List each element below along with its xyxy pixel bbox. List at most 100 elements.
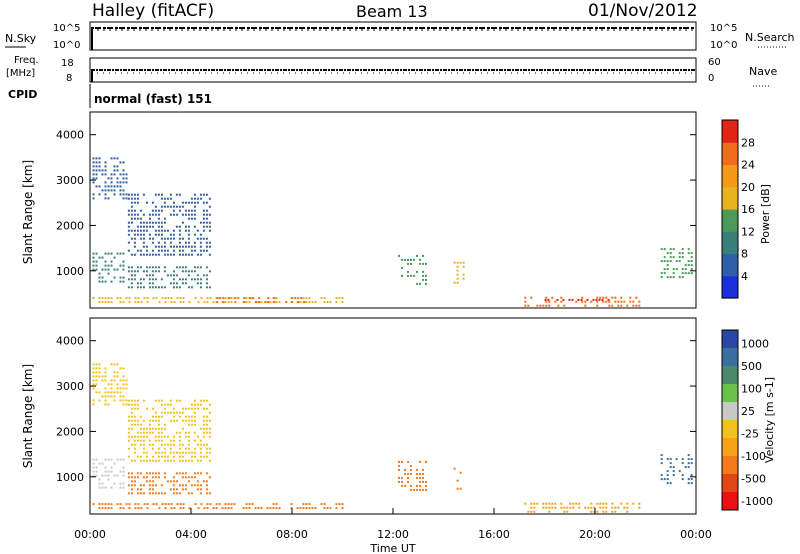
power-echo-cell bbox=[419, 258, 421, 261]
power-echo-cell bbox=[139, 266, 142, 269]
power-echo-cell bbox=[202, 249, 205, 252]
power-echo-cell bbox=[104, 301, 107, 304]
power-echo-cell bbox=[258, 297, 261, 300]
power-echo-cell bbox=[116, 268, 119, 271]
power-echo-cell bbox=[629, 300, 632, 303]
power-colorbar-swatch bbox=[722, 231, 738, 255]
velocity-echo-cell bbox=[151, 419, 154, 422]
power-echo-cell bbox=[187, 237, 190, 240]
power-echo-cell bbox=[196, 229, 199, 232]
velocity-echo-cell bbox=[104, 391, 107, 394]
velocity-echo-cell bbox=[157, 451, 160, 454]
velocity-echo-cell bbox=[199, 443, 202, 446]
power-echo-cell bbox=[678, 276, 681, 279]
power-echo-cell bbox=[142, 286, 145, 289]
velocity-echo-cell bbox=[127, 439, 130, 442]
power-echo-cell bbox=[230, 301, 233, 304]
power-echo-cell bbox=[95, 252, 98, 255]
power-echo-cell bbox=[113, 157, 116, 160]
velocity-y-tick-label: 1000 bbox=[56, 471, 84, 484]
power-echo-cell bbox=[160, 229, 163, 232]
power-echo-cell bbox=[92, 173, 95, 176]
power-echo-cell bbox=[208, 245, 211, 248]
power-echo-cell bbox=[248, 301, 251, 304]
velocity-echo-cell bbox=[172, 407, 175, 410]
velocity-echo-cell bbox=[119, 486, 122, 489]
power-echo-cell bbox=[208, 213, 211, 216]
power-echo-cell bbox=[297, 301, 300, 304]
power-echo-cell bbox=[110, 181, 113, 184]
velocity-echo-cell bbox=[119, 391, 122, 394]
velocity-echo-cell bbox=[260, 507, 263, 510]
velocity-echo-cell bbox=[278, 507, 281, 510]
velocity-echo-cell bbox=[184, 447, 187, 450]
power-echo-cell bbox=[669, 252, 672, 255]
velocity-echo-cell bbox=[178, 415, 181, 418]
velocity-echo-cell bbox=[269, 507, 272, 510]
power-echo-cell bbox=[205, 274, 208, 277]
velocity-echo-cell bbox=[166, 459, 169, 462]
velocity-echo-cell bbox=[160, 439, 163, 442]
power-echo-cell bbox=[252, 297, 255, 300]
velocity-echo-cell bbox=[166, 480, 169, 483]
power-echo-cell bbox=[190, 270, 193, 273]
power-echo-cell bbox=[160, 237, 163, 240]
velocity-echo-cell bbox=[142, 435, 145, 438]
power-echo-cell bbox=[203, 301, 206, 304]
power-echo-cell bbox=[596, 300, 599, 303]
power-echo-cell bbox=[184, 209, 187, 212]
power-echo-cell bbox=[425, 274, 427, 277]
power-echo-cell bbox=[456, 277, 459, 280]
cpid-row: CPID normal (fast) 151 bbox=[8, 84, 212, 108]
power-echo-cell bbox=[125, 197, 128, 200]
power-echo-cell bbox=[133, 245, 136, 248]
power-echo-cell bbox=[107, 297, 110, 300]
velocity-echo-cell bbox=[122, 383, 125, 386]
velocity-echo-cell bbox=[341, 507, 344, 510]
velocity-echo-cell bbox=[199, 484, 202, 487]
velocity-echo-cell bbox=[142, 427, 145, 430]
power-echo-cell bbox=[184, 270, 187, 273]
power-echo-cell bbox=[160, 193, 163, 196]
power-echo-cell bbox=[208, 270, 211, 273]
power-echo-cell bbox=[136, 197, 139, 200]
velocity-echo-cell bbox=[184, 407, 187, 410]
velocity-echo-cell bbox=[122, 395, 125, 398]
velocity-echo-cell bbox=[122, 387, 125, 390]
power-echo-cell bbox=[237, 297, 240, 300]
velocity-echo-cell bbox=[193, 451, 196, 454]
power-echo-cell bbox=[104, 280, 107, 283]
velocity-colorbar-label: Velocity [m s-1] bbox=[763, 377, 776, 463]
power-echo-cell bbox=[666, 264, 669, 267]
power-echo-cell bbox=[551, 296, 554, 299]
power-echo-cell bbox=[176, 297, 179, 300]
velocity-echo-cell bbox=[666, 478, 669, 481]
power-echo-cell bbox=[584, 300, 587, 303]
velocity-echo-cell bbox=[145, 476, 148, 479]
power-echo-cell bbox=[341, 297, 344, 300]
velocity-echo-cell bbox=[199, 427, 202, 430]
velocity-echo-cell bbox=[146, 507, 149, 510]
power-echo-cell bbox=[560, 300, 563, 303]
power-echo-cell bbox=[127, 278, 130, 281]
velocity-echo-cell bbox=[530, 506, 533, 509]
velocity-echo-cell bbox=[92, 470, 95, 473]
velocity-echo-cell bbox=[596, 502, 599, 505]
power-echo-cell bbox=[255, 301, 258, 304]
power-echo-cell bbox=[119, 161, 122, 164]
power-echo-cell bbox=[181, 245, 184, 248]
power-echo-cell bbox=[175, 266, 178, 269]
velocity-echo-cell bbox=[122, 375, 125, 378]
nave-label: Nave bbox=[749, 65, 777, 78]
power-echo-cell bbox=[323, 301, 326, 304]
power-echo-cell bbox=[184, 266, 187, 269]
power-echo-cell bbox=[197, 301, 200, 304]
velocity-echo-cell bbox=[95, 383, 98, 386]
velocity-echo-cell bbox=[178, 435, 181, 438]
power-echo-cell bbox=[205, 266, 208, 269]
velocity-echo-cell bbox=[130, 411, 133, 414]
power-echo-cell bbox=[151, 286, 154, 289]
velocity-echo-cell bbox=[142, 492, 145, 495]
velocity-echo-cell bbox=[410, 488, 412, 491]
velocity-echo-cell bbox=[142, 431, 145, 434]
